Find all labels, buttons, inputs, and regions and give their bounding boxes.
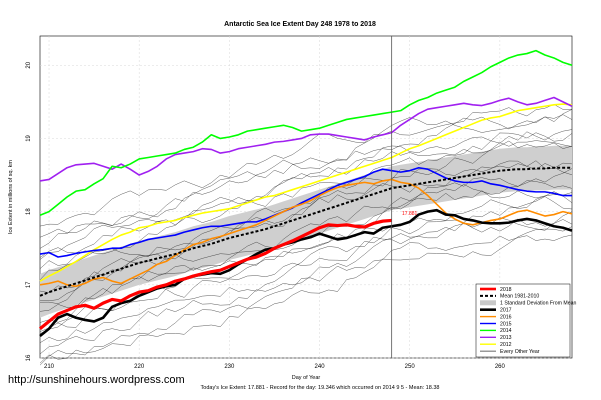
series-line-2017 [39, 208, 573, 338]
other-year-line [39, 132, 573, 258]
legend-label: 2016 [500, 314, 512, 320]
other-year-line [39, 211, 573, 344]
x-tick-label-220: 220 [134, 364, 145, 370]
y-axis-label: Ice Extent in millions of sq. km [8, 160, 14, 234]
legend-label: 2012 [500, 342, 512, 348]
footer-note: Today's Ice Extent: 17.881 - Record for … [201, 385, 440, 391]
y-tick-label-17: 17 [26, 281, 32, 288]
x-axis-label: Day of Year [292, 375, 321, 381]
other-year-line [39, 191, 573, 334]
legend-label: 2018 [500, 287, 512, 293]
watermark-url: http://sunshinehours.wordpress.com [8, 374, 185, 386]
legend-label: 2014 [500, 328, 512, 334]
y-tick-label-19: 19 [26, 134, 32, 141]
chart-title: Antarctic Sea Ice Extent Day 248 1978 to… [224, 21, 376, 28]
legend-label: 1 Standard Deviation From Mean [500, 301, 577, 307]
mean-line [39, 166, 572, 297]
series-line-2012 [39, 103, 573, 282]
other-year-line [39, 129, 573, 260]
legend-label: 2015 [500, 321, 512, 327]
other-year-line [39, 226, 573, 364]
x-tick-label-250: 250 [405, 364, 416, 370]
other-year-line [39, 160, 573, 293]
series-line-2013 [39, 96, 573, 182]
every-other-year-lines [39, 104, 573, 366]
series-lines [38, 49, 573, 338]
std-dev-area [40, 145, 572, 318]
legend-swatch [480, 300, 496, 306]
current-value-annotation: 17.881 [402, 211, 418, 217]
legend-label: 2013 [500, 335, 512, 341]
other-year-line [39, 109, 573, 238]
other-year-line [39, 114, 573, 249]
legend-label: Mean 1981-2010 [500, 294, 539, 300]
other-year-line [39, 104, 573, 227]
other-year-line [39, 234, 573, 366]
y-tick-label-18: 18 [26, 208, 32, 215]
series-line-2015 [39, 166, 572, 258]
y-tick-label-16: 16 [26, 354, 32, 361]
legend-label: Every Other Year [500, 349, 540, 355]
other-year-line [39, 140, 573, 269]
std-dev-band [40, 145, 572, 318]
other-year-line [39, 160, 573, 304]
x-tick-label-210: 210 [44, 364, 55, 370]
series-line-2014 [39, 49, 573, 217]
series-line-2018 [38, 218, 392, 330]
legend-label: 2017 [500, 308, 512, 314]
y-tick-label-20: 20 [26, 61, 32, 68]
x-tick-label-260: 260 [495, 364, 506, 370]
x-tick-label-230: 230 [224, 364, 235, 370]
axes: 210 220 230 240 250 260 16 17 18 19 20 [26, 61, 506, 370]
x-tick-label-240: 240 [315, 364, 326, 370]
